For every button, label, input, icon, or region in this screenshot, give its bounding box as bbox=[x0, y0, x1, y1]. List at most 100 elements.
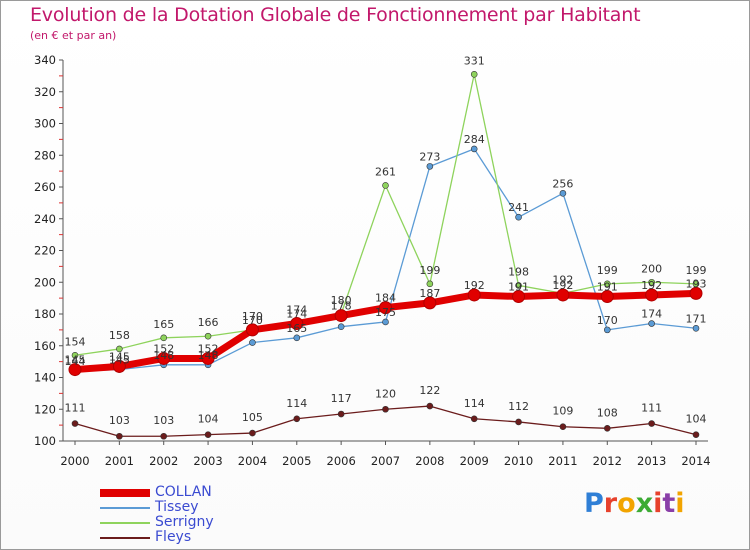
data-point bbox=[512, 290, 526, 304]
data-label: 261 bbox=[375, 165, 396, 178]
data-label: 170 bbox=[597, 314, 618, 327]
data-label: 200 bbox=[641, 262, 662, 275]
x-tick-label: 2005 bbox=[282, 454, 311, 468]
data-label: 109 bbox=[552, 405, 573, 418]
y-tick-label: 200 bbox=[34, 275, 56, 289]
y-tick-label: 300 bbox=[34, 117, 56, 131]
brand-letter: o bbox=[617, 488, 636, 519]
x-tick-label: 2000 bbox=[60, 454, 89, 468]
legend-item-fleys: Fleys bbox=[100, 530, 260, 545]
data-point bbox=[603, 280, 611, 288]
x-tick-label: 2007 bbox=[371, 454, 400, 468]
data-label: 175 bbox=[375, 306, 396, 319]
data-point bbox=[648, 278, 655, 286]
data-point bbox=[68, 363, 82, 377]
data-label: 174 bbox=[286, 308, 307, 321]
legend-label-tissey: Tissey bbox=[155, 499, 199, 515]
data-point bbox=[245, 323, 259, 337]
data-label: 145 bbox=[109, 354, 130, 367]
legend: COLLAN Tissey Serrigny Fleys bbox=[100, 485, 260, 545]
axes: 100 120 140 160 180 200 220 240 260 280 300 320 340 2… bbox=[34, 53, 711, 468]
data-label: 105 bbox=[242, 411, 263, 424]
brand-letter: x bbox=[635, 488, 654, 519]
data-point bbox=[334, 309, 348, 323]
y-tick-label: 140 bbox=[34, 371, 56, 385]
data-point bbox=[559, 423, 567, 431]
data-label: 165 bbox=[153, 318, 174, 331]
data-label: 114 bbox=[464, 397, 485, 410]
data-label: 199 bbox=[597, 264, 618, 277]
data-point bbox=[426, 163, 434, 170]
x-tick-label: 2012 bbox=[593, 454, 622, 468]
data-label: 145 bbox=[109, 350, 130, 363]
x-tick-label: 2002 bbox=[149, 454, 178, 468]
data-point bbox=[293, 334, 301, 342]
data-label: 273 bbox=[419, 150, 440, 163]
data-label: 103 bbox=[109, 414, 130, 427]
brand-letter: t bbox=[662, 488, 676, 519]
data-point bbox=[515, 418, 522, 426]
data-label: 158 bbox=[109, 329, 130, 342]
series-layer bbox=[68, 70, 703, 440]
y-tick-label: 280 bbox=[34, 148, 56, 162]
data-label: 180 bbox=[331, 294, 352, 307]
data-label: 104 bbox=[686, 413, 707, 426]
data-point bbox=[648, 420, 655, 427]
legend-label-fleys: Fleys bbox=[155, 529, 192, 545]
data-label: 170 bbox=[242, 314, 263, 327]
data-label: 104 bbox=[198, 413, 219, 426]
data-label: 184 bbox=[375, 292, 396, 305]
data-label: 111 bbox=[641, 402, 662, 415]
data-label: 241 bbox=[508, 201, 529, 214]
data-point bbox=[201, 351, 215, 365]
x-tick-label: 2014 bbox=[681, 454, 710, 468]
data-point bbox=[423, 296, 437, 310]
x-tick-label: 2013 bbox=[637, 454, 666, 468]
data-label: 192 bbox=[552, 279, 573, 292]
legend-item-serrigny: Serrigny bbox=[100, 515, 260, 530]
data-label: 174 bbox=[286, 304, 307, 317]
data-label: 112 bbox=[508, 400, 529, 413]
data-label: 103 bbox=[153, 414, 174, 427]
legend-item-tissey: Tissey bbox=[100, 500, 260, 515]
y-tick-label: 340 bbox=[34, 53, 56, 67]
legend-swatch-collan bbox=[100, 489, 150, 497]
brand-letter: i bbox=[653, 488, 663, 519]
data-label: 174 bbox=[641, 308, 662, 321]
data-label: 192 bbox=[641, 279, 662, 292]
y-tick-label: 320 bbox=[34, 85, 56, 99]
x-tick-label: 2004 bbox=[238, 454, 267, 468]
data-label: 108 bbox=[597, 406, 618, 419]
data-label: 191 bbox=[597, 281, 618, 294]
data-point bbox=[603, 424, 611, 432]
x-tick-label: 2003 bbox=[193, 454, 222, 468]
data-point bbox=[559, 190, 567, 197]
chart-title: Evolution de la Dotation Globale de Fonc… bbox=[30, 4, 641, 26]
data-point bbox=[515, 213, 522, 221]
legend-item-collan: COLLAN bbox=[100, 485, 260, 500]
data-point bbox=[556, 288, 570, 302]
brand-letter: P bbox=[584, 488, 604, 519]
data-label: 144 bbox=[65, 355, 86, 368]
legend-label-collan: COLLAN bbox=[155, 484, 212, 500]
data-point bbox=[379, 301, 392, 315]
data-label: 152 bbox=[153, 342, 174, 355]
data-label: 170 bbox=[242, 310, 263, 323]
data-point bbox=[157, 351, 171, 365]
data-label: 331 bbox=[464, 54, 485, 67]
data-label: 256 bbox=[552, 177, 573, 190]
data-point bbox=[470, 70, 478, 78]
chart-subtitle: (en € et par an) bbox=[30, 29, 117, 42]
data-label: 148 bbox=[198, 349, 219, 362]
data-label: 165 bbox=[286, 322, 307, 335]
data-point bbox=[426, 402, 434, 410]
data-point bbox=[467, 288, 481, 302]
y-tick-label: 260 bbox=[34, 180, 56, 194]
data-point bbox=[470, 145, 478, 153]
data-point bbox=[290, 317, 304, 331]
x-tick-label: 2011 bbox=[548, 454, 577, 468]
data-label: 199 bbox=[686, 264, 707, 277]
data-point bbox=[648, 320, 655, 327]
